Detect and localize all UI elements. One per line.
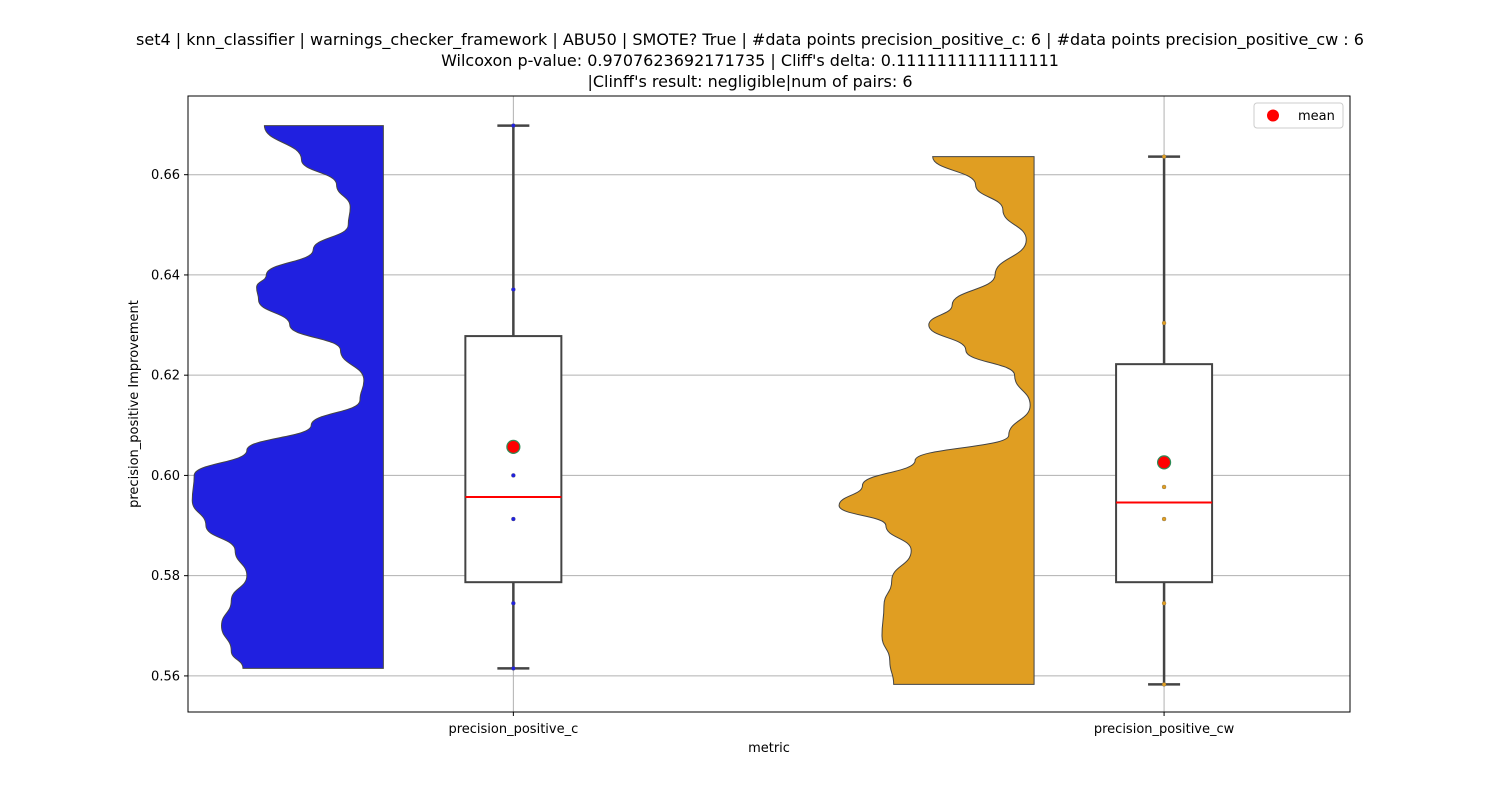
violin-precision_positive_cw	[838, 156, 1035, 685]
data-point	[1161, 154, 1167, 159]
legend: mean	[1253, 102, 1344, 129]
data-point	[511, 473, 516, 478]
y-tick-label: 0.60	[151, 469, 180, 484]
data-point	[511, 287, 516, 292]
data-point	[511, 516, 516, 522]
y-tick-label: 0.64	[151, 268, 180, 283]
y-tick-label: 0.56	[151, 669, 180, 684]
chart-title-line-3: |Clinff's result: negligible|num of pair…	[587, 72, 913, 91]
data-point	[1161, 484, 1167, 490]
violin-precision_positive_c	[191, 125, 384, 669]
chart-title-line-2: Wilcoxon p-value: 0.9707623692171735 | C…	[441, 51, 1059, 70]
chart-title-line-1: set4 | knn_classifier | warnings_checker…	[136, 30, 1364, 49]
data-point	[1161, 320, 1167, 326]
iqr-box	[464, 335, 563, 584]
mean-marker	[506, 439, 521, 454]
boxplot-precision_positive_c	[464, 123, 563, 671]
boxplot-precision_positive_cw	[1115, 154, 1214, 687]
y-tick-label: 0.58	[151, 569, 180, 584]
x-axis-label: metric	[748, 741, 790, 756]
legend-mean-marker	[1267, 109, 1279, 122]
legend-mean-label: mean	[1298, 109, 1335, 124]
x-tick-label: precision_positive_c	[448, 722, 578, 737]
y-tick-label: 0.62	[151, 369, 180, 384]
data-point	[511, 666, 516, 671]
mean-marker	[1156, 455, 1172, 470]
y-axis-label: precision_positive Improvement	[127, 300, 142, 508]
box-plots	[464, 123, 1214, 687]
violins	[191, 125, 1035, 685]
y-tick-label: 0.66	[151, 168, 180, 183]
legend-box	[1253, 102, 1344, 129]
data-point	[1161, 601, 1167, 606]
x-tick-label: precision_positive_cw	[1094, 722, 1235, 737]
data-point	[1161, 516, 1167, 522]
data-point	[511, 123, 516, 128]
data-point	[1161, 682, 1167, 687]
axes: 0.56 0.58 0.60 0.62 0.64 0.66 precision_positi…	[151, 168, 1235, 737]
iqr-box	[1115, 363, 1214, 584]
data-point	[511, 601, 516, 606]
plot-frame	[187, 95, 1351, 713]
